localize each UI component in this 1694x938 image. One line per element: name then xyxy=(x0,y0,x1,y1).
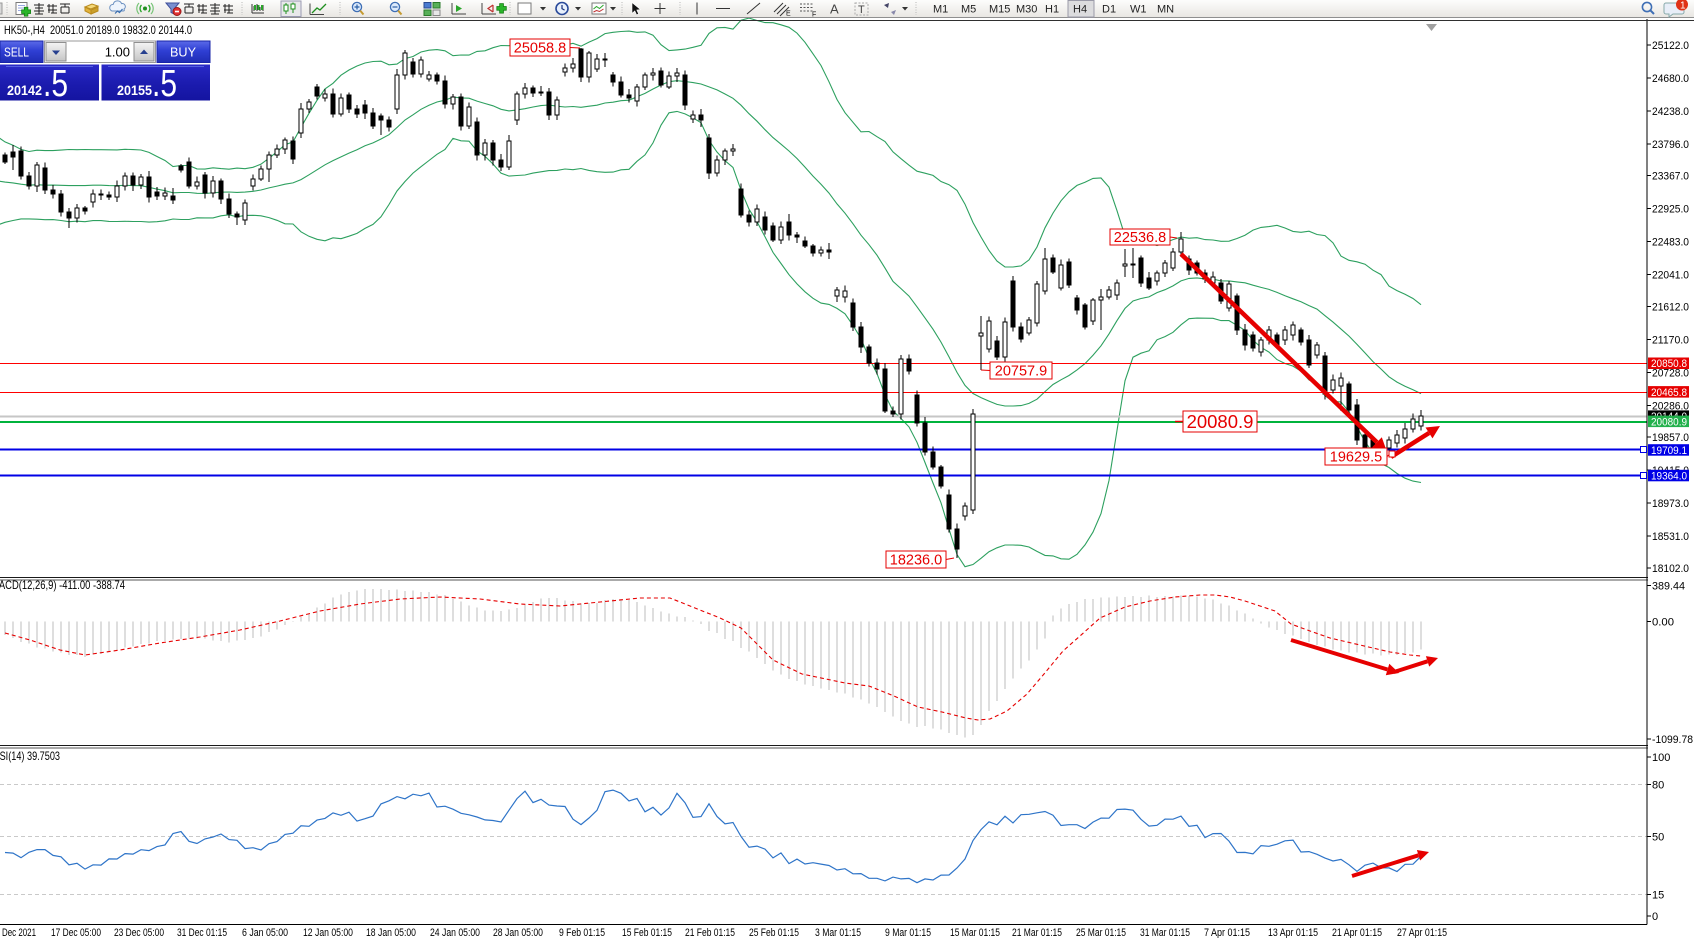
svg-text:31 Dec 01:15: 31 Dec 01:15 xyxy=(177,927,227,938)
svg-text:15: 15 xyxy=(1652,890,1664,902)
svg-text:24680.0: 24680.0 xyxy=(1652,73,1689,85)
svg-text:0: 0 xyxy=(1652,911,1658,923)
svg-text:23796.0: 23796.0 xyxy=(1652,139,1689,151)
svg-text:20286.0: 20286.0 xyxy=(1652,400,1689,412)
svg-text:BUY: BUY xyxy=(170,46,197,60)
svg-text:19857.0: 19857.0 xyxy=(1652,432,1689,444)
svg-text:80: 80 xyxy=(1652,780,1664,792)
svg-text:1.00: 1.00 xyxy=(105,45,130,60)
svg-text:20757.9: 20757.9 xyxy=(995,364,1047,380)
svg-text:21 Feb 01:15: 21 Feb 01:15 xyxy=(685,927,735,938)
svg-text:25122.0: 25122.0 xyxy=(1652,40,1689,52)
svg-text:9 Mar 01:15: 9 Mar 01:15 xyxy=(885,927,931,938)
svg-text:24238.0: 24238.0 xyxy=(1652,106,1689,118)
svg-text:.5: .5 xyxy=(43,63,68,105)
svg-text:E: E xyxy=(786,11,791,18)
svg-text:1: 1 xyxy=(1680,1,1686,12)
svg-text:22483.0: 22483.0 xyxy=(1652,237,1689,249)
svg-text:22041.0: 22041.0 xyxy=(1652,270,1689,282)
svg-text:19364.0: 19364.0 xyxy=(1651,471,1687,483)
svg-text:22925.0: 22925.0 xyxy=(1652,204,1689,216)
svg-text:H1: H1 xyxy=(1045,4,1059,16)
svg-text:0.00: 0.00 xyxy=(1652,617,1674,629)
svg-text:20142: 20142 xyxy=(7,83,42,98)
svg-text:23367.0: 23367.0 xyxy=(1652,171,1689,183)
svg-text:17 Dec 05:00: 17 Dec 05:00 xyxy=(51,927,101,938)
svg-text:21170.0: 21170.0 xyxy=(1652,334,1689,346)
svg-text:RSI(14) 39.7503: RSI(14) 39.7503 xyxy=(0,749,60,763)
svg-text:9 Feb 01:15: 9 Feb 01:15 xyxy=(559,927,605,938)
svg-text:20850.8: 20850.8 xyxy=(1651,358,1687,370)
svg-text:15 Mar 01:15: 15 Mar 01:15 xyxy=(950,927,1000,938)
svg-text:M1: M1 xyxy=(933,4,948,16)
svg-text:H4: H4 xyxy=(1073,4,1087,16)
svg-text:12 Jan 05:00: 12 Jan 05:00 xyxy=(303,927,353,938)
svg-text:20080.9: 20080.9 xyxy=(1187,411,1254,432)
svg-text:20080.9: 20080.9 xyxy=(1651,416,1687,428)
svg-text:W1: W1 xyxy=(1130,4,1147,16)
svg-text:M30: M30 xyxy=(1016,4,1037,16)
svg-text:23 Dec 05:00: 23 Dec 05:00 xyxy=(114,927,164,938)
svg-text:50: 50 xyxy=(1652,832,1664,844)
svg-text:21 Mar 01:15: 21 Mar 01:15 xyxy=(1012,927,1062,938)
svg-text:D1: D1 xyxy=(1102,4,1116,16)
svg-text:HK50-,H4 20051.0 20189.0 1983: HK50-,H4 20051.0 20189.0 19832.0 20144.0 xyxy=(4,23,192,37)
svg-text:25 Mar 01:15: 25 Mar 01:15 xyxy=(1076,927,1126,938)
svg-text:21612.0: 21612.0 xyxy=(1652,302,1689,314)
svg-text:28 Jan 05:00: 28 Jan 05:00 xyxy=(493,927,543,938)
svg-text:20728.0: 20728.0 xyxy=(1652,367,1689,379)
svg-text:MN: MN xyxy=(1157,4,1174,16)
svg-text:25 Feb 01:15: 25 Feb 01:15 xyxy=(749,927,799,938)
svg-text:A: A xyxy=(830,2,839,17)
svg-text:100: 100 xyxy=(1652,752,1670,764)
svg-text:18531.0: 18531.0 xyxy=(1652,531,1689,543)
svg-text:31 Mar 01:15: 31 Mar 01:15 xyxy=(1140,927,1190,938)
svg-text:389.44: 389.44 xyxy=(1652,581,1685,593)
svg-text:22536.8: 22536.8 xyxy=(1114,230,1166,246)
svg-text:Dec 2021: Dec 2021 xyxy=(2,927,36,938)
svg-text:6 Jan 05:00: 6 Jan 05:00 xyxy=(242,927,288,938)
svg-text:25058.8: 25058.8 xyxy=(514,41,566,57)
svg-text:21 Apr 01:15: 21 Apr 01:15 xyxy=(1332,927,1382,938)
svg-text:13 Apr 01:15: 13 Apr 01:15 xyxy=(1268,927,1318,938)
svg-text:20465.8: 20465.8 xyxy=(1651,387,1687,399)
svg-text:-1099.78: -1099.78 xyxy=(1652,734,1693,746)
svg-text:18 Jan 05:00: 18 Jan 05:00 xyxy=(366,927,416,938)
svg-text:18236.0: 18236.0 xyxy=(890,553,942,569)
svg-text:SELL: SELL xyxy=(4,46,29,60)
svg-text:24 Jan 05:00: 24 Jan 05:00 xyxy=(430,927,480,938)
svg-text:15 Feb 01:15: 15 Feb 01:15 xyxy=(622,927,672,938)
svg-text:19629.5: 19629.5 xyxy=(1330,450,1382,466)
svg-text:18102.0: 18102.0 xyxy=(1652,563,1689,575)
svg-text:7 Apr 01:15: 7 Apr 01:15 xyxy=(1204,927,1250,938)
svg-text:M15: M15 xyxy=(989,4,1010,16)
svg-text:18973.0: 18973.0 xyxy=(1652,498,1689,510)
svg-text:20155: 20155 xyxy=(117,83,152,98)
svg-text:19709.1: 19709.1 xyxy=(1651,445,1687,457)
svg-text:.5: .5 xyxy=(152,63,177,105)
svg-text:M5: M5 xyxy=(961,4,976,16)
svg-text:MACD(12,26,9) -411.00 -388.74: MACD(12,26,9) -411.00 -388.74 xyxy=(0,578,125,592)
svg-text:T: T xyxy=(858,4,865,16)
svg-text:F: F xyxy=(812,12,816,19)
svg-text:3 Mar 01:15: 3 Mar 01:15 xyxy=(815,927,861,938)
svg-text:27 Apr 01:15: 27 Apr 01:15 xyxy=(1397,927,1447,938)
